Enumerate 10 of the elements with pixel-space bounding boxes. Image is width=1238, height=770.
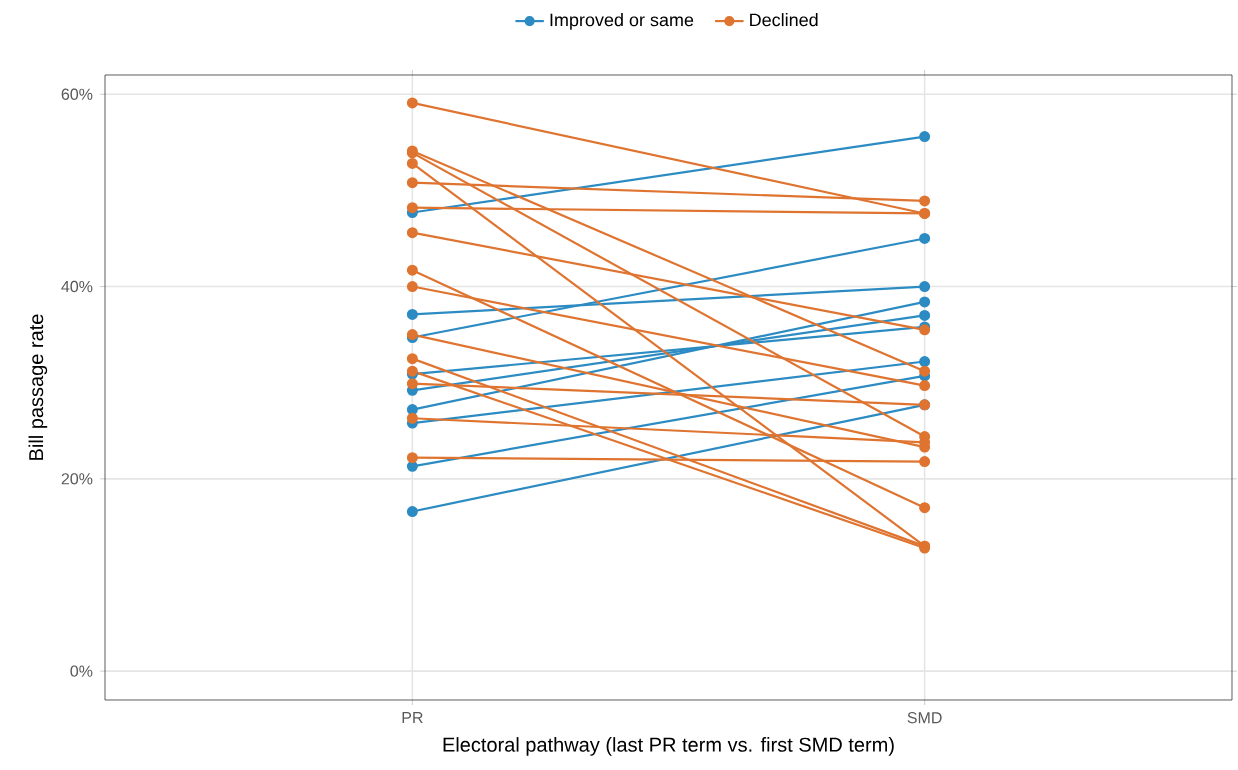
x-tick-label: SMD xyxy=(907,712,942,724)
y-tick-label: 0% xyxy=(70,665,93,677)
legend-label: Declined xyxy=(750,13,818,27)
legend-label: Improved or same xyxy=(550,13,694,30)
y-tick-label: 20% xyxy=(61,473,93,485)
x-tick-label: PR xyxy=(402,712,423,724)
y-axis-title: Bill passage rate xyxy=(28,314,48,460)
y-tick-label: 40% xyxy=(61,280,93,293)
y-tick-label: 60% xyxy=(61,88,93,100)
x-axis-title: Electoral pathway (last PR term vs. first SMD term) xyxy=(443,737,894,756)
